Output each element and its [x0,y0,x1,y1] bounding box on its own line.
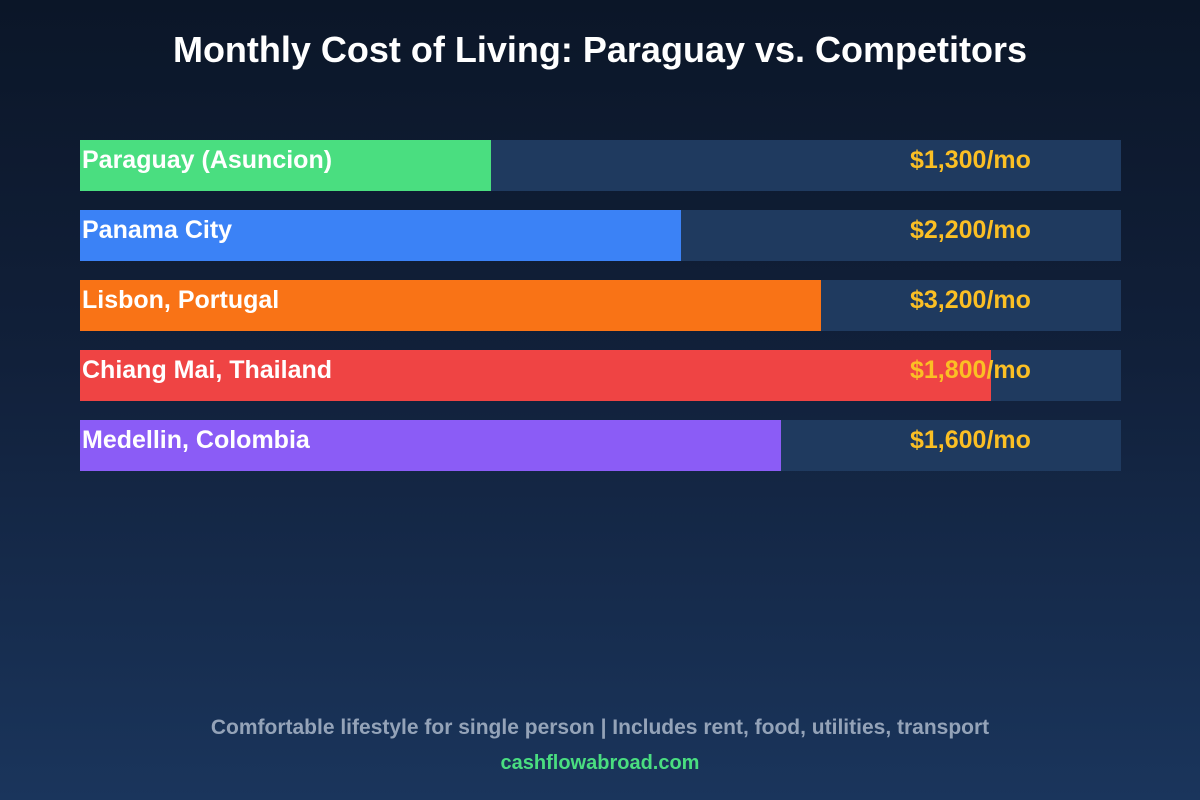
bar-value: $3,200/mo [910,286,1031,314]
bar-fill [80,420,781,471]
bar-label: Paraguay (Asuncion) [82,146,333,174]
bar-fill [80,350,991,401]
bar-label: Lisbon, Portugal [82,286,280,314]
bar-fill [80,280,822,331]
bar-row: Paraguay (Asuncion) $1,300/mo [80,140,1121,191]
chart-title: Monthly Cost of Living: Paraguay vs. Com… [172,29,1028,70]
site-link[interactable]: cashflowabroad.com [500,752,700,774]
footer-note: Comfortable lifestyle for single person … [210,716,990,739]
bar-row: Lisbon, Portugal $3,200/mo [80,280,1121,331]
bar-value: $1,300/mo [910,146,1031,174]
bar-row: Panama City $2,200/mo [80,210,1121,261]
bar-value: $1,800/mo [910,356,1031,384]
bar-chart: Paraguay (Asuncion) $1,300/mo Panama Cit… [80,140,1121,490]
bar-fill [80,140,492,191]
bar-value: $1,600/mo [910,426,1031,454]
bar-label: Chiang Mai, Thailand [82,356,333,384]
bar-value: $2,200/mo [910,216,1031,244]
bar-label: Medellin, Colombia [82,426,310,454]
bar-row: Chiang Mai, Thailand $1,800/mo [80,350,1121,401]
bar-fill [80,210,681,261]
bar-label: Panama City [82,216,233,244]
bar-row: Medellin, Colombia $1,600/mo [80,420,1121,471]
